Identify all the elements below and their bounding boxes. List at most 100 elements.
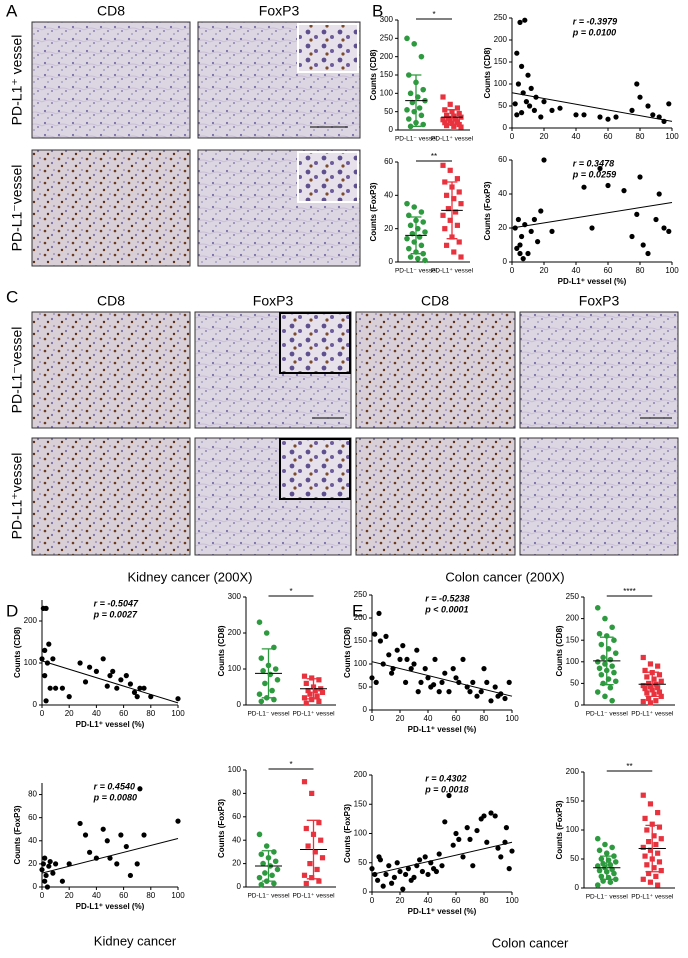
point bbox=[602, 841, 608, 848]
point bbox=[59, 878, 65, 884]
point bbox=[123, 673, 129, 679]
point bbox=[646, 839, 652, 845]
y-tick-label: 150 bbox=[494, 57, 508, 66]
point bbox=[318, 837, 324, 843]
point bbox=[467, 689, 473, 695]
panel-label: C bbox=[6, 287, 18, 306]
x-tick-label: PD-L1⁻ vessel bbox=[247, 893, 290, 900]
point bbox=[418, 242, 425, 249]
point bbox=[305, 843, 311, 849]
point bbox=[436, 851, 442, 857]
y-tick-label: 0 bbox=[237, 700, 242, 709]
point bbox=[481, 813, 487, 819]
point bbox=[453, 209, 459, 215]
point bbox=[651, 676, 657, 682]
annotation: p = 0.0018 bbox=[424, 784, 468, 794]
point bbox=[309, 790, 315, 796]
significance-label: * bbox=[432, 10, 435, 19]
point bbox=[541, 99, 547, 105]
point bbox=[433, 868, 439, 875]
point bbox=[607, 879, 614, 885]
point bbox=[488, 810, 494, 816]
point bbox=[407, 222, 414, 229]
point bbox=[594, 689, 601, 695]
histology-image bbox=[519, 311, 679, 429]
y-axis-label: Counts (FoxP3) bbox=[13, 805, 22, 864]
point bbox=[42, 855, 48, 861]
annotation: r = -0.5047 bbox=[94, 598, 139, 608]
x-tick-label: 80 bbox=[636, 132, 645, 141]
y-tick-label: 60 bbox=[384, 157, 393, 166]
x-tick-label: 20 bbox=[65, 709, 74, 718]
panel-a-images bbox=[31, 21, 361, 267]
point bbox=[470, 863, 476, 869]
point bbox=[407, 254, 414, 260]
point bbox=[514, 112, 520, 118]
caption: Colon cancer bbox=[492, 935, 569, 950]
point bbox=[655, 810, 661, 816]
point bbox=[484, 679, 490, 686]
point bbox=[470, 679, 476, 686]
point bbox=[400, 643, 406, 649]
point bbox=[258, 851, 265, 858]
histology-image bbox=[355, 311, 516, 429]
point bbox=[474, 693, 480, 699]
y-tick-label: 60 bbox=[28, 813, 37, 822]
trend-line bbox=[371, 841, 513, 875]
point bbox=[406, 72, 412, 78]
y-tick-label: 150 bbox=[380, 70, 394, 79]
point bbox=[439, 863, 445, 869]
point bbox=[446, 792, 452, 799]
point bbox=[375, 877, 381, 883]
y-tick-label: 40 bbox=[498, 189, 507, 198]
x-tick-label: 60 bbox=[452, 714, 461, 723]
point bbox=[653, 873, 659, 879]
point bbox=[597, 114, 603, 120]
point bbox=[444, 192, 450, 198]
point bbox=[598, 671, 605, 678]
point bbox=[59, 685, 65, 691]
sd-bar bbox=[410, 216, 422, 255]
point bbox=[645, 250, 651, 257]
x-tick-label: 60 bbox=[452, 896, 461, 905]
point bbox=[406, 245, 412, 252]
x-tick-label: 60 bbox=[604, 132, 613, 141]
x-tick-label: 0 bbox=[40, 891, 45, 900]
y-axis-label: Counts (CD8) bbox=[483, 47, 492, 98]
point bbox=[531, 216, 538, 223]
x-tick-label: 20 bbox=[396, 896, 405, 905]
x-tick-label: 20 bbox=[540, 266, 549, 275]
y-tick-label: 20 bbox=[498, 223, 507, 232]
y-tick-label: 100 bbox=[228, 765, 242, 774]
point bbox=[517, 242, 523, 248]
point bbox=[44, 884, 51, 890]
inset-image bbox=[279, 438, 351, 500]
y-tick-label: 0 bbox=[389, 257, 394, 266]
x-axis-label: PD-L1⁺ vessel (%) bbox=[76, 902, 145, 911]
point bbox=[541, 157, 547, 163]
point bbox=[380, 883, 386, 889]
x-tick-label: 0 bbox=[40, 709, 45, 718]
point bbox=[271, 880, 277, 887]
point bbox=[134, 694, 140, 700]
point bbox=[415, 689, 421, 695]
point bbox=[414, 647, 420, 653]
y-tick-label: 150 bbox=[354, 636, 368, 645]
point bbox=[440, 117, 446, 123]
x-tick-label: 100 bbox=[171, 891, 185, 900]
annotation: r = 0.4540 bbox=[94, 781, 135, 791]
point bbox=[646, 695, 652, 702]
point bbox=[444, 112, 450, 118]
point bbox=[658, 836, 664, 842]
x-tick-label: 80 bbox=[146, 891, 155, 900]
y-tick-label: 50 bbox=[570, 854, 579, 863]
point bbox=[141, 832, 147, 838]
point bbox=[50, 656, 56, 662]
point bbox=[404, 656, 410, 663]
annotation: p = 0.0100 bbox=[572, 27, 616, 37]
x-axis-label: PD-L1⁺ vessel (%) bbox=[408, 725, 477, 734]
y-tick-label: 100 bbox=[354, 829, 368, 838]
row-label: PD-L1⁻vessel bbox=[9, 327, 25, 414]
point bbox=[118, 832, 124, 838]
trend-line bbox=[41, 837, 179, 874]
